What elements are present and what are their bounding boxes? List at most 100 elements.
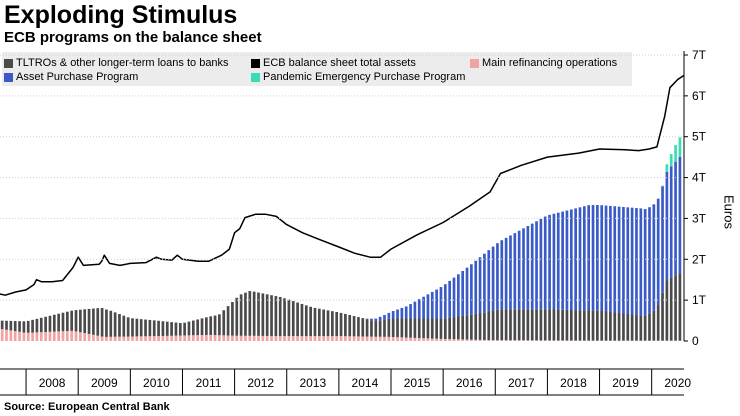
bar-segment — [361, 336, 365, 341]
bar-segment — [404, 337, 408, 341]
bar-segment — [274, 336, 278, 341]
bar-segment — [261, 293, 265, 336]
bar-segment — [661, 185, 664, 187]
bar-segment — [278, 336, 282, 341]
bar-segment — [26, 332, 30, 341]
bar-segment — [283, 298, 286, 337]
y-tick-label: 7T — [692, 48, 707, 62]
bar-segment — [500, 309, 504, 341]
axes-layer: 0 1T 2T 3T 4T 5T 6T 7T 2008 2009 2010 2011 2012 2013 2… — [0, 48, 707, 396]
bar-segment — [26, 320, 30, 333]
bar-segment — [470, 264, 473, 315]
bar-segment — [404, 306, 408, 319]
bar-segment — [474, 260, 478, 314]
bar-segment — [61, 312, 65, 332]
bar-segment — [79, 309, 82, 333]
bar-segment — [409, 318, 412, 338]
bar-segment — [409, 304, 412, 319]
bar-segment — [248, 335, 252, 341]
bar-segment — [443, 339, 447, 341]
bar-segment — [170, 322, 173, 336]
x-tick-label: 2017 — [508, 376, 535, 390]
bar-segment — [474, 313, 478, 340]
bar-segment — [587, 310, 591, 341]
bar-segment — [465, 339, 469, 341]
total-assets-line — [0, 74, 685, 296]
bar-segment — [39, 332, 43, 341]
legend-label-pepp: Pandemic Emergency Purchase Program — [263, 71, 466, 83]
bar-segment — [52, 314, 56, 332]
bar-segment — [443, 318, 447, 340]
bar-segment — [44, 316, 47, 332]
bar-segment — [270, 295, 273, 336]
bar-segment — [600, 311, 604, 341]
bar-segment — [513, 340, 517, 341]
legend-label-mro: Main refinancing operations — [482, 57, 618, 69]
bar-segment — [487, 311, 491, 341]
bar-segment — [370, 336, 373, 341]
bar-segment — [517, 340, 521, 341]
bar-segment — [400, 307, 404, 319]
bar-segment — [200, 318, 204, 336]
bar-segment — [387, 336, 391, 341]
bar-segment — [261, 335, 265, 341]
bar-segment — [35, 332, 39, 341]
bar-segment — [543, 340, 547, 341]
bar-segment — [218, 335, 221, 341]
legend-item-tltro: TLTROs & other longer-term loans to bank… — [4, 56, 229, 70]
bar-segment — [317, 336, 321, 341]
bar-segment — [526, 226, 530, 310]
bar-segment — [478, 339, 482, 341]
bar-segment — [465, 315, 469, 340]
bar-segment — [596, 310, 599, 341]
bar-segment — [335, 311, 339, 337]
bar-segment — [643, 315, 647, 341]
bar-segment — [174, 335, 178, 341]
bar-segment — [483, 253, 486, 313]
bar-segment — [291, 301, 295, 337]
bar-segment — [609, 205, 612, 312]
bar-segment — [61, 331, 65, 341]
bar-segment — [144, 319, 147, 337]
bar-segment — [648, 207, 651, 314]
bar-segment — [213, 335, 217, 341]
bar-segment — [496, 309, 499, 341]
bar-segment — [18, 331, 21, 341]
bar-segment — [335, 336, 339, 341]
bar-segment — [326, 310, 330, 337]
bar-segment — [196, 319, 200, 336]
bar-segment — [452, 277, 456, 318]
bar-segment — [400, 337, 404, 341]
bar-segment — [535, 340, 538, 341]
bar-segment — [270, 335, 273, 341]
bar-segment — [139, 336, 143, 341]
bar-segment — [309, 306, 312, 337]
bar-segment — [109, 310, 113, 337]
bar-segment — [661, 292, 664, 341]
bar-segment — [70, 330, 74, 341]
bar-segment — [378, 336, 382, 341]
bar-segment — [231, 302, 234, 336]
bar-segment — [569, 340, 573, 341]
bar-segment — [504, 237, 508, 310]
bar-segment — [674, 145, 677, 162]
bar-segment — [57, 331, 60, 341]
bar-segment — [439, 338, 443, 341]
bar-segment — [626, 207, 630, 314]
bar-segment — [652, 204, 656, 311]
bar-segment — [331, 311, 334, 337]
bar-segment — [244, 335, 247, 341]
bar-segment — [400, 318, 404, 338]
bar-segment — [561, 211, 564, 310]
bar-segment — [235, 335, 239, 341]
bar-segment — [556, 212, 560, 310]
bar-segment — [209, 316, 213, 335]
bar-segment — [461, 270, 465, 316]
bar-segment — [304, 336, 308, 341]
bar-segment — [5, 329, 8, 341]
bar-segment — [391, 318, 395, 337]
bar-segment — [139, 319, 143, 337]
bar-segment — [509, 340, 512, 341]
bar-segment — [317, 308, 321, 337]
y-tick-label: 5T — [692, 130, 707, 144]
